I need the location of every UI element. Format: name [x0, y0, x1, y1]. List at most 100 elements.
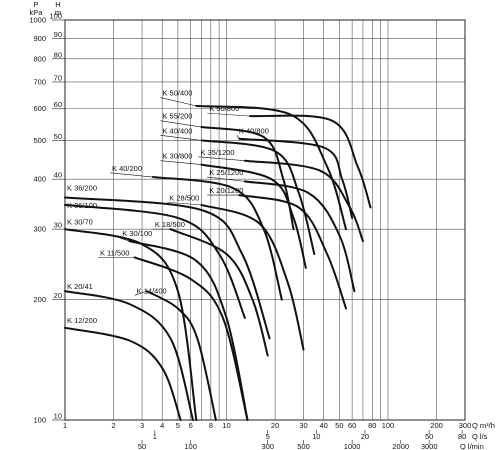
- leader-line: [109, 172, 153, 178]
- y-tick-m: 10: [54, 412, 62, 421]
- curve-k-30-800: [200, 163, 307, 269]
- x-tick-m3h: 6: [189, 421, 193, 430]
- leader-line: [167, 202, 202, 206]
- x-tick-ls: 1: [153, 432, 157, 441]
- label-k-30-800: K 30/800: [162, 152, 192, 161]
- y-axis-kpa-unit: kPa: [30, 8, 44, 17]
- y-tick-kpa: 400: [33, 175, 46, 184]
- x-tick-lmin: 100: [184, 442, 197, 450]
- x-tick-m3h: 20: [271, 421, 279, 430]
- x-tick-m3h: 1: [63, 421, 67, 430]
- curve-k-18-500: [169, 228, 269, 357]
- leader-line: [160, 134, 202, 141]
- x-tick-m3h: 4: [160, 421, 164, 430]
- leader-line: [160, 120, 202, 128]
- curve-k-40-800: [238, 137, 354, 219]
- label-k-12-200: K 12/200: [67, 316, 97, 325]
- curve-k-28-500: [200, 203, 305, 351]
- grid: [64, 19, 466, 421]
- curve-k-40-200: [151, 176, 283, 301]
- leader-line: [160, 97, 197, 107]
- leader-line: [207, 112, 251, 117]
- leader-line: [207, 176, 245, 182]
- y-tick-m: 80: [54, 50, 62, 59]
- label-k-18-500: K 18/500: [155, 220, 185, 229]
- curve-k-55-200: [200, 126, 295, 231]
- label-k-50-800: K 50/800: [209, 104, 239, 113]
- y-tick-m: 40: [54, 171, 62, 180]
- y-tick-m: 50: [54, 132, 62, 141]
- label-k-28-500: K 28/500: [169, 193, 199, 202]
- label-k-40-200: K 40/200: [112, 164, 142, 173]
- curve-k-25-1200: [243, 180, 356, 293]
- x-tick-lmin: 1000: [344, 442, 361, 450]
- curve-k-30-70: [64, 228, 198, 421]
- x-axis-m3h-title: Q m³/h: [472, 421, 495, 430]
- leader-line: [160, 160, 202, 165]
- y-tick-kpa: 800: [33, 54, 46, 63]
- x-tick-ls: 5: [266, 432, 270, 441]
- label-k-30-100: K 30/100: [122, 229, 152, 238]
- x-tick-m3h: 300: [459, 421, 472, 430]
- x-tick-ls: 80: [458, 432, 466, 441]
- x-tick-lmin: 300: [261, 442, 274, 450]
- label-k-40-400: K 40/400: [162, 126, 192, 135]
- label-k-36-100: K 36/100: [67, 201, 97, 210]
- y-tick-kpa: 200: [33, 295, 46, 304]
- y-tick-m: 100: [49, 12, 62, 21]
- pump-curves: [64, 104, 372, 421]
- x-tick-ls: 10: [312, 432, 320, 441]
- x-tick-ls: 50: [425, 432, 433, 441]
- curve-k-50-400: [195, 104, 347, 231]
- curve-k-20-41: [64, 290, 194, 421]
- x-tick-lmin: 3000: [421, 442, 438, 450]
- x-tick-m3h: 60: [348, 421, 356, 430]
- curve-k-36-100: [64, 203, 246, 319]
- curve-k-20-1200: [238, 194, 347, 310]
- leader-line: [120, 237, 130, 242]
- x-tick-m3h: 30: [299, 421, 307, 430]
- leader-line: [134, 290, 147, 296]
- y-tick-m: 90: [54, 30, 62, 39]
- curve-k-12-200: [64, 326, 182, 421]
- x-tick-lmin: 2000: [392, 442, 409, 450]
- label-k-11-500: K 11/500: [100, 248, 129, 257]
- x-tick-m3h: 3: [140, 421, 144, 430]
- x-tick-m3h: 40: [320, 421, 328, 430]
- label-k-40-800: K 40/800: [239, 126, 269, 135]
- curve-k-11-500: [133, 256, 249, 421]
- x-tick-m3h: 100: [382, 421, 395, 430]
- y-tick-kpa: 600: [33, 104, 46, 113]
- curve-k-35-1200: [243, 159, 364, 243]
- leader-line: [236, 135, 240, 139]
- x-tick-m3h: 200: [430, 421, 443, 430]
- x-tick-lmin: 50: [138, 442, 146, 450]
- y-tick-m: 20: [54, 291, 62, 300]
- label-k-35-1200: K 35/1200: [200, 148, 234, 157]
- label-k-50-400: K 50/400: [162, 89, 192, 98]
- y-axis-m-unit: m: [55, 8, 61, 17]
- y-axis-kpa-title: P: [33, 0, 38, 9]
- label-k-14-400: K 14/400: [137, 286, 167, 295]
- axes: 1000 900 800 700 600 500 400 300 200 100 100 90 80 70…: [29, 0, 495, 450]
- label-k-55-200: K 55/200: [162, 112, 192, 121]
- curve-k-14-400: [145, 290, 217, 421]
- x-tick-m3h: 10: [222, 421, 230, 430]
- x-tick-m3h: 5: [176, 421, 180, 430]
- x-tick-m3h: 2: [112, 421, 116, 430]
- label-k-25-1200: K 25/1200: [209, 168, 243, 177]
- y-tick-m: 60: [54, 100, 62, 109]
- y-tick-kpa: 500: [33, 136, 46, 145]
- label-k-36-200: K 36/200: [67, 184, 97, 193]
- label-k-30-70: K 30/70: [67, 217, 93, 226]
- x-tick-m3h: 8: [209, 421, 213, 430]
- y-tick-m: 70: [54, 73, 62, 82]
- plot-frame: [64, 19, 466, 421]
- curve-k-50-800: [249, 114, 372, 209]
- leader-line: [198, 156, 245, 161]
- y-tick-kpa: 1000: [29, 16, 46, 25]
- label-k-20-41: K 20/41: [67, 282, 93, 291]
- x-tick-m3h: 80: [368, 421, 376, 430]
- curve-k-40-400: [200, 139, 316, 255]
